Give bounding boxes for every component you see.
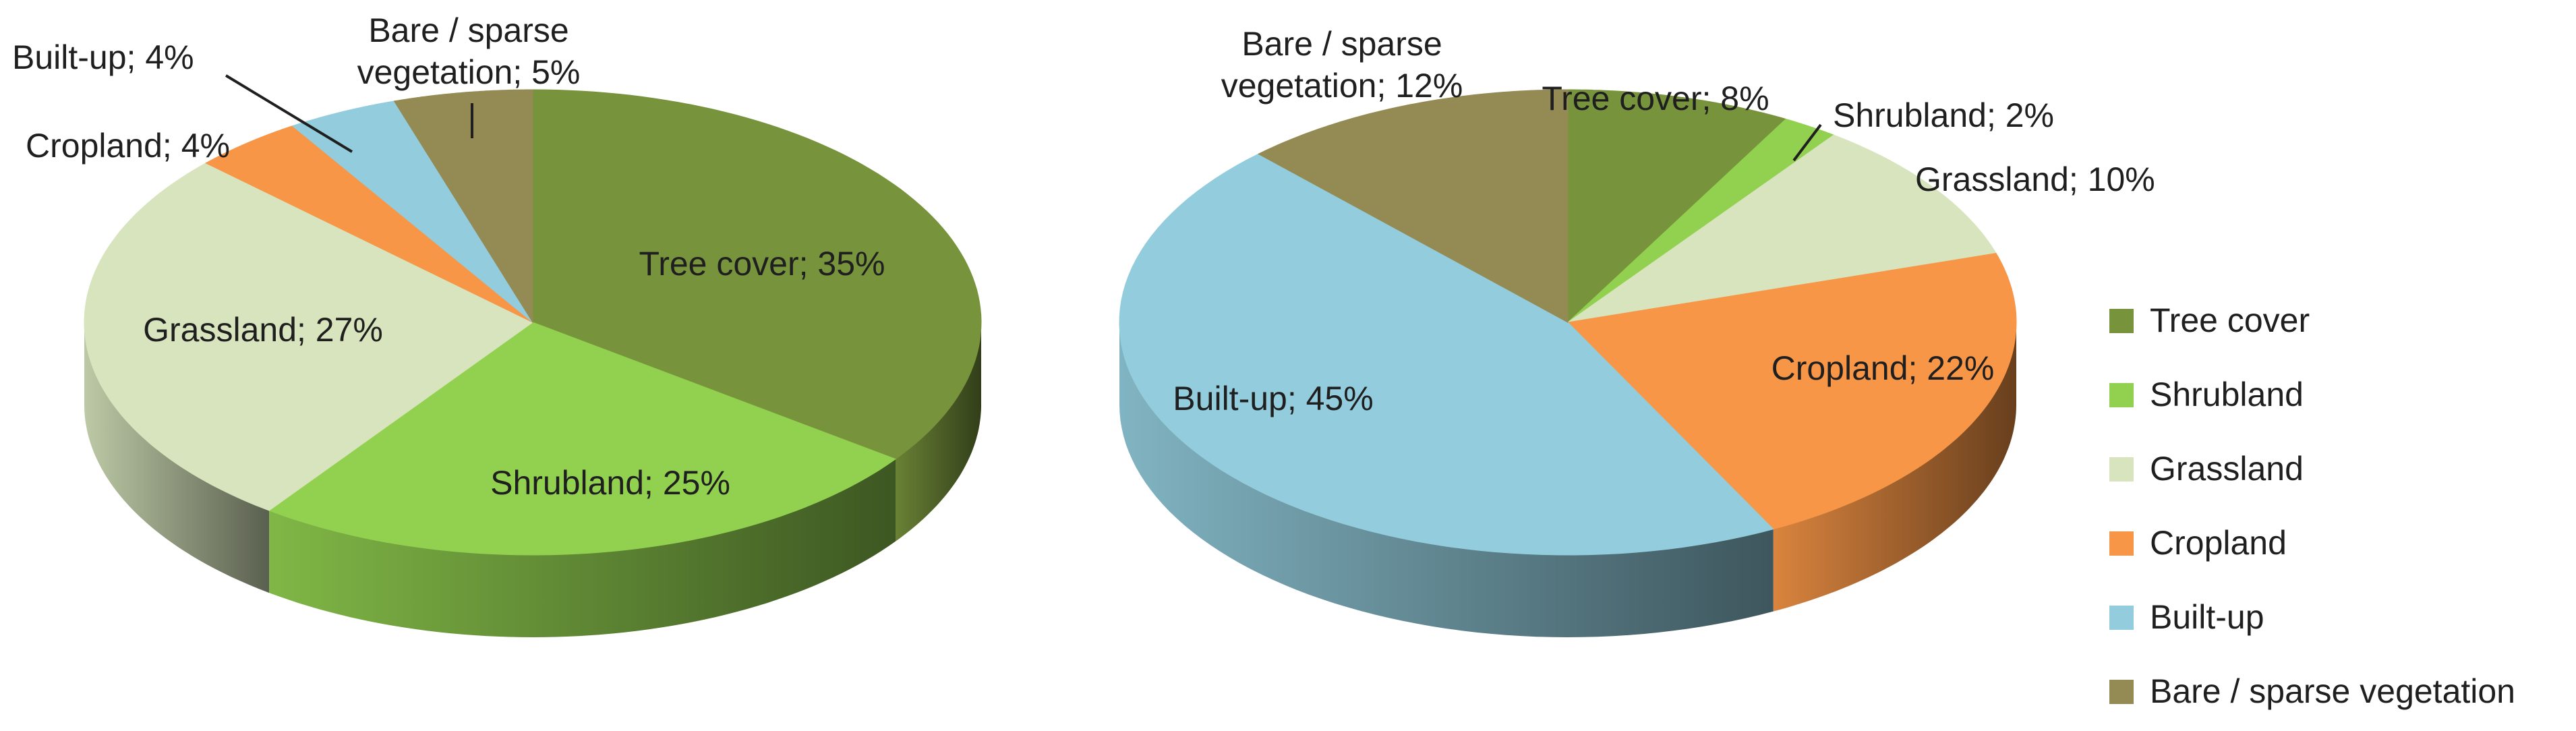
legend-swatch-shrubland: [2109, 383, 2134, 407]
pie-side-built-up: [1119, 322, 1774, 637]
legend-label-shrubland: Shrubland: [2150, 376, 2304, 413]
data-label-tree-cover: Tree cover; 8%: [1542, 80, 1769, 117]
pie-slice-shrubland: [268, 322, 897, 556]
legend-swatch-built-up: [2109, 606, 2134, 630]
pie-side-tree-cover: [896, 322, 981, 542]
pie-slice-cropland: [1567, 253, 2017, 530]
pie-slice-tree-cover: [532, 89, 982, 460]
legend-item-tree-cover: Tree cover: [2109, 301, 2310, 339]
data-label-bare-sparse-vegetation: Bare / sparse vegetation; 5%: [357, 11, 581, 91]
pie-chart-right: Tree cover; 8% Shrubland; 2% Grassland; 10…: [1119, 25, 2155, 637]
legend-swatch-bare-sparse-vegetation: [2109, 680, 2134, 704]
data-label-bare-sparse-vegetation: Bare / sparse vegetation; 12%: [1221, 25, 1463, 105]
pie-side-walls: [1119, 322, 2016, 637]
pie-slice-grassland: [1567, 134, 1997, 323]
pie-slice-grassland: [84, 163, 533, 511]
pie-side-cropland: [1773, 322, 2016, 612]
pie-top: [1119, 89, 2017, 556]
data-label-grassland: Grassland; 10%: [1915, 160, 2155, 198]
pie-data-labels: Tree cover; 35% Shrubland; 25% Grassland; …: [12, 11, 885, 502]
data-label-shrubland: Shrubland; 2%: [1833, 96, 2054, 134]
leader-line-built-up: [225, 74, 353, 153]
data-label-built-up: Built-up; 45%: [1173, 380, 1373, 417]
legend-item-shrubland: Shrubland: [2109, 376, 2304, 413]
legend-label-grassland: Grassland: [2150, 450, 2304, 488]
legend-item-bare-sparse-vegetation: Bare / sparse vegetation: [2109, 672, 2515, 710]
data-label-grassland: Grassland; 27%: [143, 311, 383, 349]
pie-slice-bare-sparse-vegetation: [1258, 89, 1569, 323]
leader-line-shrubland: [1792, 123, 1822, 162]
pie-side-grassland: [84, 322, 270, 593]
pie-slice-bare-sparse-vegetation: [393, 89, 533, 324]
pie-slice-cropland: [205, 125, 533, 323]
legend-swatch-cropland: [2109, 531, 2134, 556]
legend: Tree cover Shrubland Grassland Cropland Buil…: [2109, 301, 2515, 710]
pie-side-walls: [84, 322, 981, 637]
legend-swatch-grassland: [2109, 457, 2134, 481]
legend-label-bare-sparse-vegetation: Bare / sparse vegetation: [2150, 672, 2515, 710]
legend-label-built-up: Built-up: [2150, 598, 2264, 636]
legend-item-grassland: Grassland: [2109, 450, 2304, 488]
pie-slice-shrubland: [1567, 118, 1835, 323]
legend-item-built-up: Built-up: [2109, 598, 2264, 636]
pie-side-shrubland: [269, 459, 896, 637]
legend-item-cropland: Cropland: [2109, 524, 2287, 562]
data-label-built-up: Built-up; 4%: [12, 38, 194, 76]
data-label-cropland: Cropland; 4%: [26, 127, 230, 165]
data-label-shrubland: Shrubland; 25%: [490, 464, 730, 502]
pie-slice-built-up: [291, 100, 533, 323]
data-label-tree-cover: Tree cover; 35%: [639, 245, 885, 283]
pie-top: [84, 89, 982, 556]
legend-label-tree-cover: Tree cover: [2150, 301, 2310, 339]
data-label-cropland: Cropland; 22%: [1772, 349, 1995, 387]
legend-label-cropland: Cropland: [2150, 524, 2287, 562]
legend-swatch-tree-cover: [2109, 309, 2134, 333]
pie-chart-left: Tree cover; 35% Shrubland; 25% Grassland; …: [12, 11, 982, 637]
pie-slice-tree-cover: [1567, 89, 1787, 324]
pie-data-labels: Tree cover; 8% Shrubland; 2% Grassland; 10…: [1173, 25, 2155, 417]
pie-slice-built-up: [1119, 153, 1774, 556]
